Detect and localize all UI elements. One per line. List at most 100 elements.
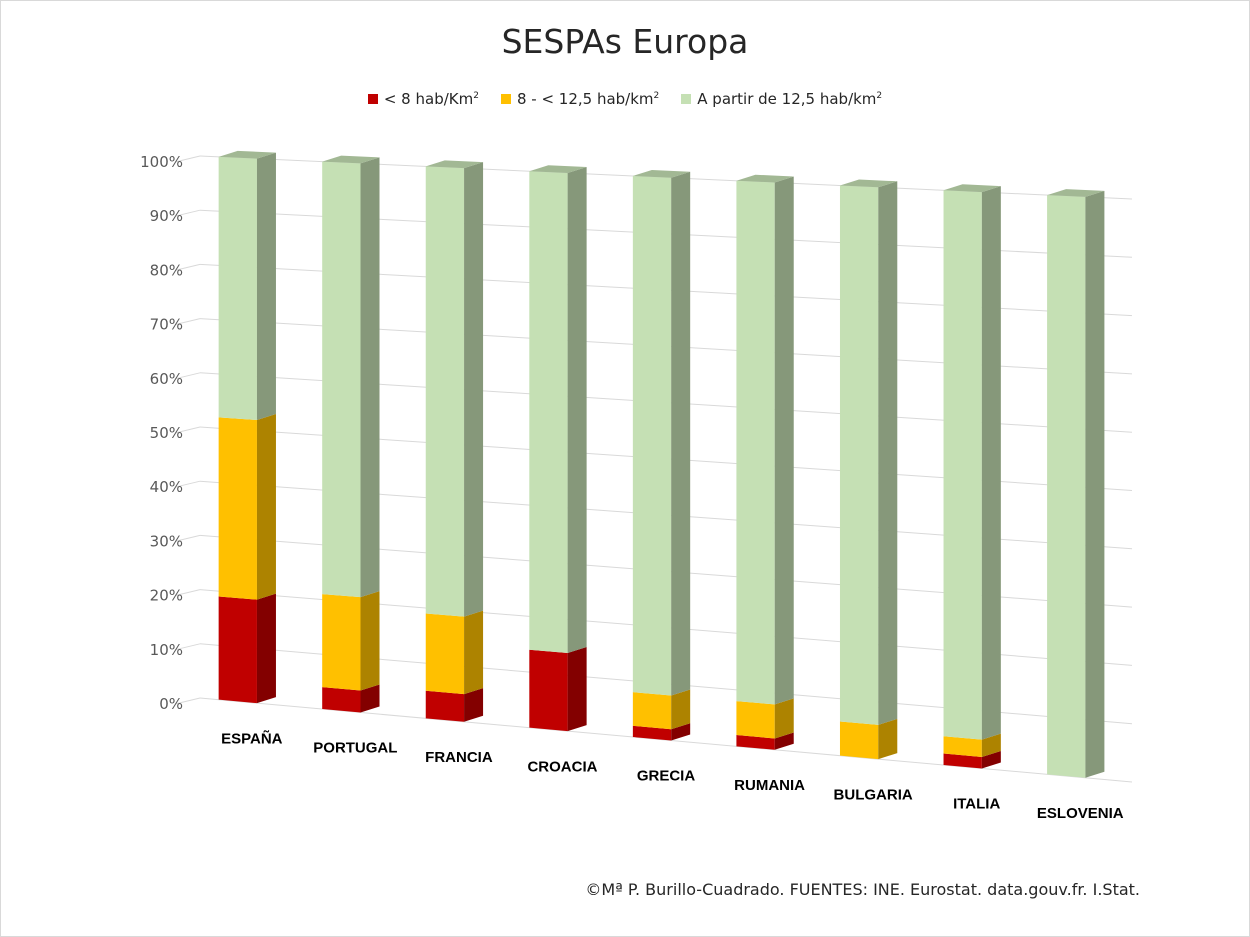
bar-segment-top bbox=[943, 184, 1001, 193]
bar-segment bbox=[839, 721, 879, 760]
bar-segment-top bbox=[218, 150, 276, 159]
legend-item-low: < 8 hab/Km2 bbox=[367, 90, 479, 108]
bar-segment-side bbox=[360, 684, 380, 713]
gridline-depth bbox=[174, 372, 201, 380]
bar-segment bbox=[839, 185, 879, 725]
legend: < 8 hab/Km2 8 - < 12,5 hab/km2 A partir … bbox=[0, 90, 1250, 108]
y-tick-label: 0% bbox=[159, 695, 183, 713]
gridline-depth bbox=[174, 534, 201, 542]
x-tick-label: BULGARIA bbox=[834, 786, 913, 803]
bar-segment bbox=[632, 725, 672, 741]
bar-segment bbox=[632, 175, 672, 696]
y-tick-label: 40% bbox=[150, 478, 183, 496]
x-tick-label: GRECIA bbox=[637, 768, 696, 785]
bar-segment bbox=[322, 594, 361, 691]
bar-segment bbox=[218, 156, 257, 420]
gridline-depth bbox=[174, 155, 201, 163]
y-tick-label: 100% bbox=[140, 153, 183, 171]
bar-segment-side bbox=[981, 186, 1001, 740]
gridline-depth bbox=[174, 318, 201, 326]
bar-segment-side bbox=[256, 593, 276, 704]
bar-segment-side bbox=[256, 152, 276, 420]
y-tick-label: 70% bbox=[150, 316, 183, 334]
legend-item-high: A partir de 12,5 hab/km2 bbox=[681, 90, 882, 108]
bar-segment bbox=[425, 690, 465, 722]
legend-label-low: < 8 hab/Km2 bbox=[383, 90, 479, 108]
legend-swatch-low bbox=[367, 94, 378, 104]
bar-segment bbox=[736, 701, 775, 739]
gridline-depth bbox=[174, 263, 201, 271]
bar-segment bbox=[943, 190, 982, 740]
bar-segment-side bbox=[878, 718, 898, 760]
bar-segment-side bbox=[774, 176, 794, 705]
bar-segment bbox=[632, 692, 672, 730]
bar-segment-side bbox=[567, 166, 587, 653]
bar-segment bbox=[425, 613, 465, 695]
y-tick-label: 90% bbox=[150, 207, 183, 225]
bar-segment-side bbox=[464, 162, 484, 617]
gridline-depth bbox=[174, 426, 201, 434]
bar-segment bbox=[529, 649, 568, 732]
bar-segment-side bbox=[878, 181, 898, 725]
y-tick-label: 20% bbox=[150, 587, 183, 605]
bar-segment-top bbox=[529, 165, 587, 173]
bar-segment bbox=[736, 180, 775, 705]
bar-segment bbox=[943, 736, 982, 757]
x-tick-label: ESLOVENIA bbox=[1037, 805, 1124, 822]
gridline-depth bbox=[174, 643, 201, 651]
bar-segment-side bbox=[774, 732, 794, 750]
x-tick-label: ESPAÑA bbox=[221, 729, 283, 747]
bar-segment-top bbox=[1047, 189, 1105, 197]
bar-segment-side bbox=[671, 723, 691, 741]
source-footer: ©Mª P. Burillo-Cuadrado. FUENTES: INE. E… bbox=[585, 880, 1140, 899]
bars bbox=[218, 150, 1105, 778]
bar-segment-side bbox=[464, 688, 484, 722]
y-tick-label: 80% bbox=[150, 261, 183, 279]
y-tick-label: 50% bbox=[150, 424, 183, 442]
bar-segment-top bbox=[322, 155, 380, 164]
x-tick-label: FRANCIA bbox=[425, 749, 493, 766]
bar-segment-side bbox=[256, 413, 276, 600]
chart-title: SESPAs Europa bbox=[501, 22, 749, 61]
bar-segment bbox=[322, 687, 361, 713]
bar-segment-top bbox=[425, 160, 484, 169]
bar-segment bbox=[943, 753, 982, 769]
legend-swatch-high bbox=[681, 94, 692, 104]
x-axis-labels: ESPAÑA PORTUGAL FRANCIA CROACIA GRECIA RUMANI… bbox=[221, 729, 1124, 822]
bar-segment-side bbox=[1085, 190, 1105, 778]
bar-segment-side bbox=[671, 171, 691, 696]
bar-segment-side bbox=[774, 698, 794, 739]
y-tick-label: 60% bbox=[150, 370, 183, 388]
bar-segment bbox=[1047, 195, 1086, 778]
bar-segment bbox=[529, 171, 568, 653]
legend-swatch-mid bbox=[500, 94, 511, 104]
bar-segment-side bbox=[981, 733, 1001, 757]
bar-segment-side bbox=[360, 591, 380, 691]
bar-segment-side bbox=[464, 610, 484, 695]
bar-segment-side bbox=[567, 646, 587, 732]
gridline-depth bbox=[174, 589, 201, 597]
x-tick-label: PORTUGAL bbox=[313, 740, 397, 757]
x-tick-label: CROACIA bbox=[527, 758, 597, 775]
bar-segment-side bbox=[671, 689, 691, 730]
y-axis-ticks: 0% 10% 20% 30% 40% 50% 60% 70% 80% 90% 100% bbox=[140, 153, 183, 713]
y-tick-label: 30% bbox=[150, 532, 183, 550]
legend-label-mid: 8 - < 12,5 hab/km2 bbox=[516, 90, 660, 108]
bar-segment-top bbox=[736, 174, 794, 183]
x-tick-label: ITALIA bbox=[953, 796, 1000, 813]
y-tick-label: 10% bbox=[150, 641, 183, 659]
bar-segment bbox=[736, 735, 775, 750]
bar-segment bbox=[322, 161, 361, 598]
gridline-depth bbox=[174, 209, 201, 217]
bar-segment bbox=[218, 596, 257, 704]
bar-segment-top bbox=[839, 179, 898, 188]
bar-segment-side bbox=[360, 157, 380, 598]
x-tick-label: RUMANIA bbox=[734, 777, 805, 794]
bar-segment-top bbox=[632, 169, 691, 178]
gridline-depth bbox=[174, 697, 201, 705]
legend-label-high: A partir de 12,5 hab/km2 bbox=[697, 90, 883, 108]
bar-segment-side bbox=[981, 750, 1001, 769]
legend-item-mid: 8 - < 12,5 hab/km2 bbox=[500, 90, 660, 108]
bar-segment bbox=[425, 166, 465, 617]
